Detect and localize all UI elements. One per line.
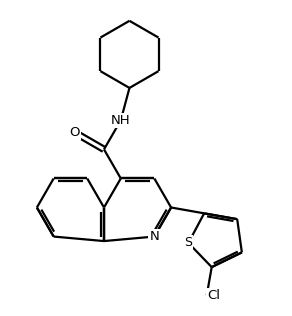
Text: NH: NH bbox=[111, 114, 131, 127]
Text: S: S bbox=[184, 236, 192, 249]
Text: O: O bbox=[70, 126, 80, 139]
Text: N: N bbox=[150, 230, 159, 243]
Text: Cl: Cl bbox=[207, 289, 220, 302]
